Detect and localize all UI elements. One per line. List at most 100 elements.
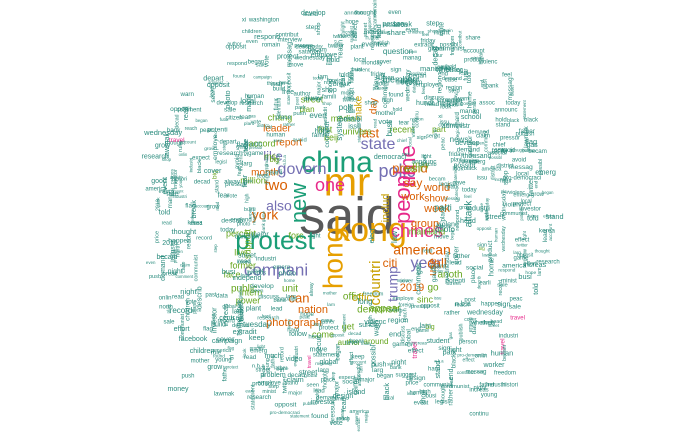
- word-cloud-filler-word: manag: [460, 108, 480, 115]
- word-last: last: [359, 125, 380, 140]
- word-mainland: mainland: [409, 226, 446, 236]
- word-end: end: [438, 72, 448, 78]
- word-cloud-filler-word: messag: [284, 42, 293, 67]
- word-cloud-filler-word: friday: [449, 152, 464, 158]
- word-cloud-filler-word: violenc: [239, 153, 245, 171]
- word-cloud-filler-word: futur: [463, 69, 469, 81]
- word-anoth: anoth: [437, 270, 462, 281]
- word-keep: keep: [351, 355, 365, 361]
- word-cloud-filler-word: sale: [497, 283, 508, 289]
- word-photograph: photograph: [266, 317, 322, 329]
- word-found: found: [388, 93, 403, 99]
- word-cloud-filler-word: statement: [286, 85, 291, 104]
- word-work: work: [400, 191, 425, 203]
- word-employe: employe: [416, 83, 439, 89]
- word-cloud-filler-word: research: [257, 315, 279, 321]
- word-cloud-filler-word: cover: [204, 166, 222, 175]
- word-plant: plant: [350, 45, 363, 51]
- word-photo: photo: [435, 225, 456, 234]
- word-cloud-filler-word: earli: [245, 388, 254, 393]
- word-cloud-filler-word: england: [410, 71, 427, 76]
- word-cloud-filler-word: person: [382, 19, 404, 28]
- word-cloud-filler-word: street: [238, 251, 256, 260]
- word-cloud-filler-word: head: [460, 217, 476, 225]
- word-read: read: [172, 295, 184, 301]
- word-cloud-filler-word: campaign: [437, 98, 462, 104]
- word-cloud-filler-word: grow: [155, 142, 171, 149]
- word-unit: unit: [282, 284, 298, 295]
- word-video: video: [286, 356, 303, 363]
- word-cloud-filler-word: becam: [429, 177, 446, 183]
- word-big: big: [425, 324, 434, 331]
- word-2016: 2016: [162, 240, 178, 247]
- word-cloud-filler-word: gas: [248, 114, 256, 119]
- word-cloud-filler-word: tear: [243, 139, 250, 152]
- word-interview: interview: [278, 38, 302, 44]
- word-much: much: [264, 353, 281, 360]
- word-get: get: [342, 321, 355, 331]
- word-cloud-filler-word: travel: [500, 338, 507, 355]
- word-cloud-filler-word: 2016: [155, 199, 161, 211]
- word-cloud-filler-word: game: [392, 341, 408, 348]
- word-seen: seen: [494, 148, 507, 154]
- word-suggest: suggest: [395, 373, 416, 379]
- word-cloud-filler-word: push: [149, 274, 161, 280]
- word-one: one: [315, 175, 345, 195]
- word-cloud-filler-word: game: [276, 367, 289, 372]
- word-cloud-filler-word: decad: [431, 46, 439, 65]
- word-cloud-filler-word: happen: [168, 237, 191, 244]
- word-protest: protest: [235, 225, 315, 255]
- word-cloud-filler-word: district: [350, 67, 355, 80]
- word-cloud-filler-word: grow: [531, 192, 545, 198]
- word-cloud-filler-word: legisl: [215, 160, 226, 166]
- word-cloud-filler-word: hope: [300, 311, 314, 318]
- word-polit: polit: [339, 103, 354, 112]
- word-cloud-filler-word: shop: [502, 170, 509, 185]
- word-cloud-filler-word: industri: [170, 241, 177, 262]
- word-cloud-filler-word: case: [181, 262, 187, 273]
- word-recent: recent: [389, 124, 415, 134]
- word-cloud-filler-word: high: [245, 193, 251, 203]
- word-minist: minist: [501, 279, 517, 285]
- word-cloud-filler-word: thought: [323, 370, 329, 389]
- word-independ: independ: [233, 275, 262, 282]
- word-sign: sign: [390, 68, 401, 74]
- word-cloud-filler-word: global: [319, 359, 338, 366]
- word-problem: problem: [260, 372, 285, 379]
- word-cloud-filler-word: develop: [250, 283, 274, 290]
- word-cloud-filler-word: gave: [431, 268, 438, 283]
- word-cloud-filler-word: push: [325, 54, 331, 65]
- word-cloud-filler-word: bank: [243, 179, 254, 184]
- word-cloud-filler-word: manag: [420, 64, 443, 73]
- word-protect: protect: [513, 202, 532, 208]
- word-cloud-filler-word: larg: [372, 367, 383, 374]
- word-depart: depart: [219, 140, 236, 146]
- word-cloud-filler-word: even: [388, 10, 401, 16]
- word-cloud-filler-word: hold: [393, 107, 403, 113]
- word-tri: tri: [510, 149, 515, 155]
- word-cloud-filler-word: twitter: [281, 376, 288, 394]
- word-countri: countri: [367, 260, 384, 305]
- word-gas: gas: [236, 145, 246, 151]
- word-elect: elect: [369, 229, 376, 244]
- word-pro-democraci: pro-democraci: [503, 176, 541, 182]
- word-forc: forc: [288, 230, 304, 240]
- word-cloud-filler-word: shop: [162, 157, 172, 162]
- word-intern: intern: [240, 287, 263, 297]
- word-cloud-filler-word: happen: [470, 140, 485, 145]
- word-cloud-filler-word: potenti: [445, 278, 466, 285]
- word-cloud-filler-word: big: [212, 170, 219, 179]
- word-cloud-filler-word: began: [449, 228, 454, 240]
- word-cloud-filler-word: communist: [438, 123, 464, 129]
- word-romain: romain: [262, 43, 280, 49]
- word-cloud-filler-word: mother: [376, 110, 397, 117]
- word-cloud-filler-word: issu: [313, 322, 322, 328]
- word-cloud-filler-word: today: [220, 227, 236, 234]
- word-sale: sale: [163, 320, 175, 326]
- word-cloud-filler-word: statement: [522, 99, 527, 119]
- word-cloud-filler-word: earli: [269, 169, 283, 176]
- word-free: free: [282, 89, 294, 96]
- word-cloud-filler-word: develop: [455, 140, 479, 147]
- word-former: former: [230, 260, 256, 270]
- word-cloud-filler-word: step: [426, 19, 439, 27]
